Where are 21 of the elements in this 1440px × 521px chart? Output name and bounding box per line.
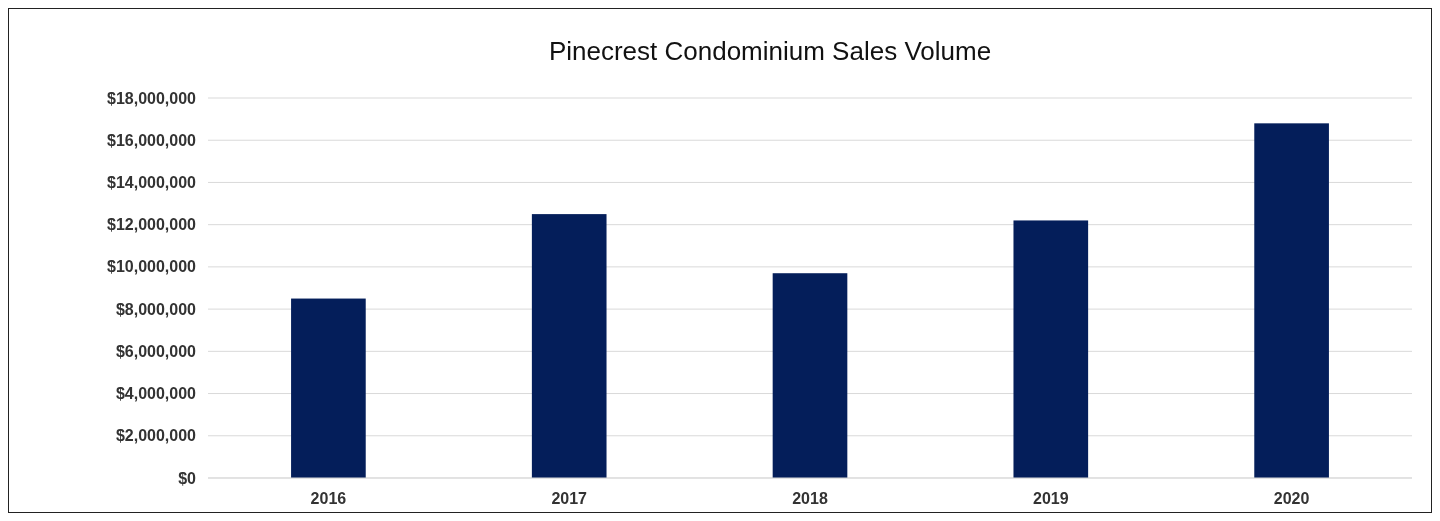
x-tick-label: 2016 bbox=[310, 490, 347, 507]
y-tick-label: $10,000,000 bbox=[107, 258, 197, 276]
y-tick-label: $6,000,000 bbox=[115, 342, 197, 360]
y-tick-label: $0 bbox=[178, 469, 197, 487]
y-tick-label: $4,000,000 bbox=[115, 385, 197, 403]
bar bbox=[531, 214, 607, 478]
x-tick-label: 2017 bbox=[551, 490, 588, 507]
bar bbox=[772, 273, 848, 478]
y-tick-label: $12,000,000 bbox=[107, 216, 197, 234]
chart-title: Pinecrest Condominium Sales Volume bbox=[548, 36, 992, 66]
y-tick-label: $16,000,000 bbox=[107, 131, 197, 149]
x-tick-label: 2018 bbox=[792, 490, 828, 507]
y-tick-label: $8,000,000 bbox=[115, 300, 197, 318]
bar bbox=[291, 298, 366, 478]
bar bbox=[1254, 123, 1329, 478]
bar bbox=[1013, 220, 1089, 478]
y-tick-label: $2,000,000 bbox=[115, 427, 197, 445]
y-tick-label: $14,000,000 bbox=[107, 174, 197, 192]
x-tick-label: 2019 bbox=[1033, 490, 1069, 507]
x-tick-label: 2020 bbox=[1273, 490, 1310, 507]
y-tick-label: $18,000,000 bbox=[107, 89, 197, 107]
